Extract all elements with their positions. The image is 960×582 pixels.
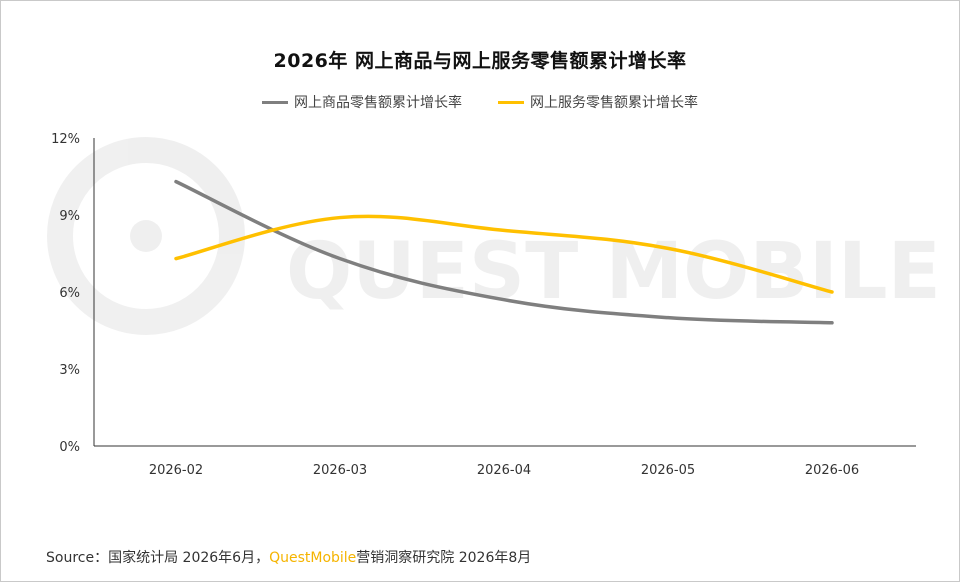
y-axis-ticks: 0% 3% 6% 9% 12% [51,132,80,455]
y-tick-label: 3% [59,363,80,378]
series-line-goods [174,179,834,325]
legend-swatch-goods [262,100,288,104]
x-tick-label: 2026-06 [805,463,859,478]
legend-label-goods: 网上商品零售额累计增长率 [294,95,462,111]
y-tick-label: 6% [59,286,80,301]
y-tick-label: 0% [59,440,80,455]
watermark: QUEST MOBILE [47,137,941,335]
legend-label-services: 网上服务零售额累计增长率 [530,95,698,111]
y-tick-label: 9% [59,209,80,224]
x-tick-label: 2026-04 [477,463,531,478]
x-tick-label: 2026-05 [641,463,695,478]
x-axis-ticks: 2026-02 2026-03 2026-04 2026-05 2026-06 [149,463,859,478]
legend-item-services: 网上服务零售额累计增长率 [498,92,698,112]
x-tick-label: 2026-03 [313,463,367,478]
source-prefix: Source：国家统计局 2026年6月， [46,550,270,566]
series-line-services [174,214,834,294]
legend: 网上商品零售额累计增长率 网上服务零售额累计增长率 [0,92,960,112]
legend-item-goods: 网上商品零售额累计增长率 [262,92,462,112]
watermark-text: QUEST MOBILE [286,227,941,317]
legend-swatch-services [498,100,524,104]
source-note: Source：国家统计局 2026年6月，QuestMobile营销洞察研究院 … [46,547,531,567]
series-lines [174,179,834,325]
x-tick-label: 2026-02 [149,463,203,478]
chart-title: 2026年 网上商品与网上服务零售额累计增长率 [273,50,687,72]
source-brand: QuestMobile [269,550,357,566]
source-suffix: 营销洞察研究院 2026年8月 [356,550,532,566]
y-tick-label: 12% [51,132,80,147]
